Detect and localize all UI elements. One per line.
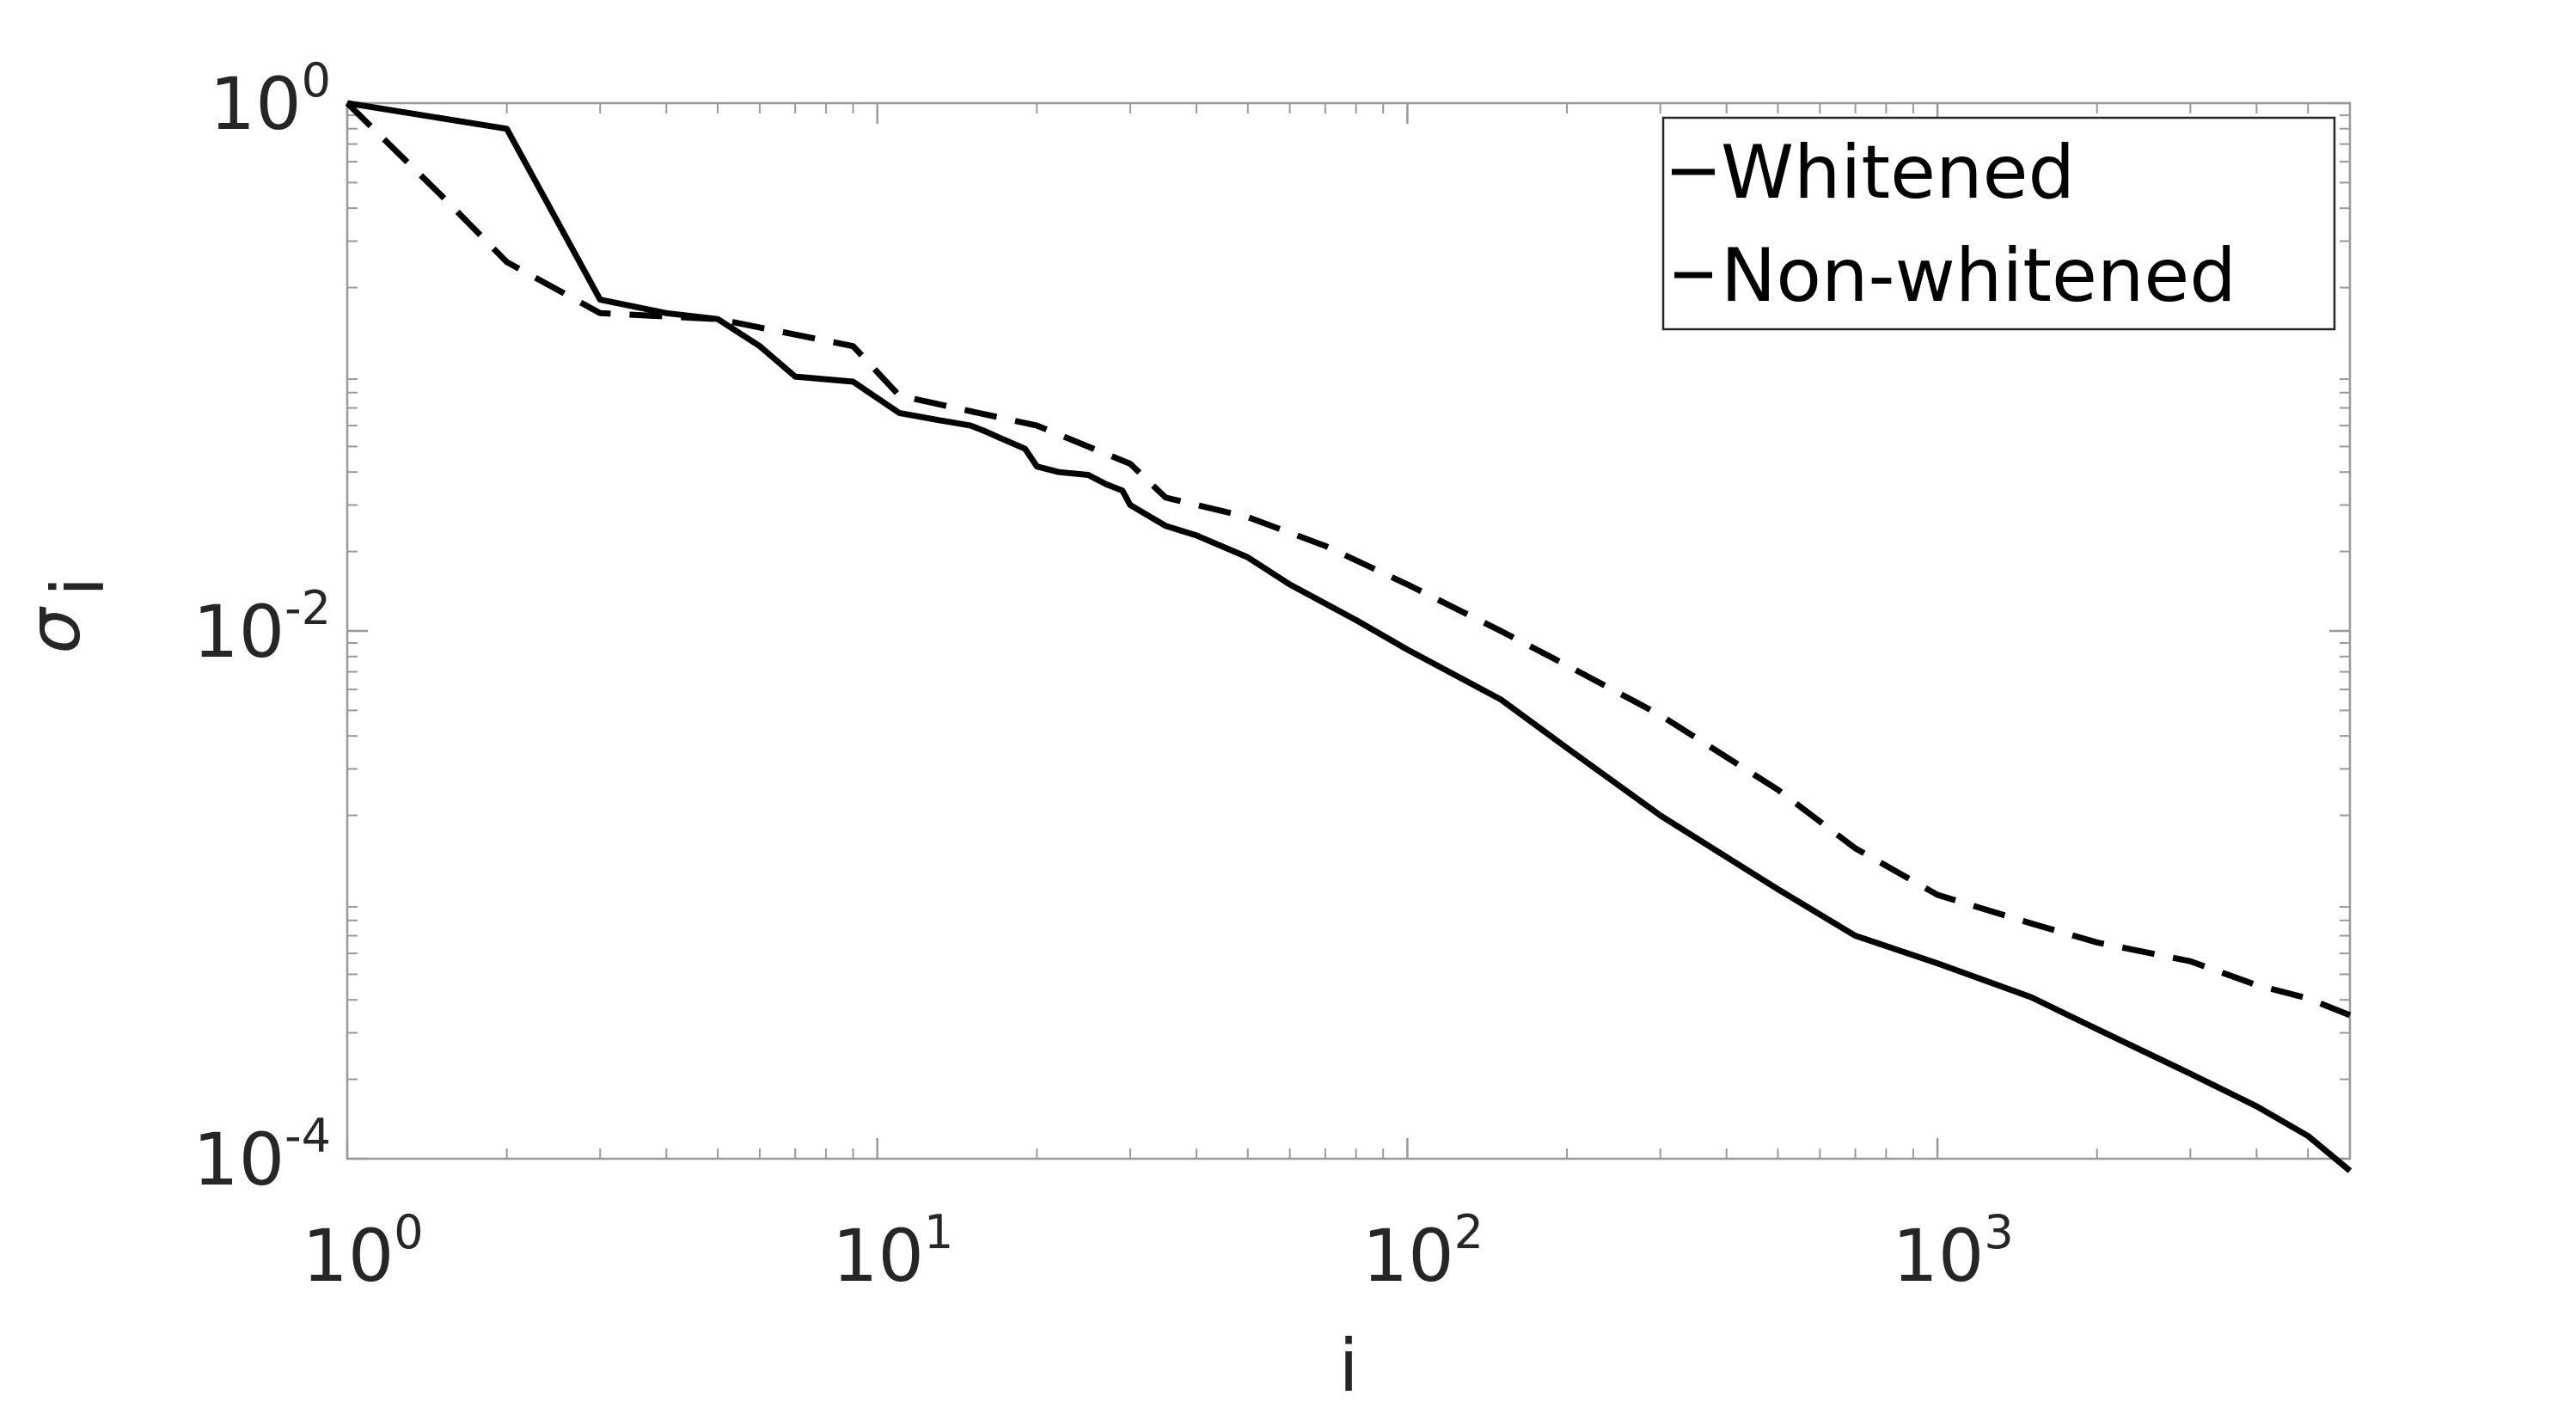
y-axis-title: σ i [12, 577, 120, 654]
series-line-non-whitened [345, 101, 2352, 1019]
y-axis-title-symbol: σ [12, 606, 96, 654]
y-tick-label: 10-4 [193, 1109, 331, 1202]
series-layer [345, 100, 2353, 1173]
legend: Whitened Non-whitened [1661, 116, 2336, 331]
legend-label-non-whitened: Non-whitened [1721, 233, 2236, 319]
y-axis-title-subscript: i [36, 577, 120, 597]
x-tick-labels: 100 101 102 103 [302, 1205, 2013, 1298]
series-line-whitened [346, 100, 2353, 1173]
x-tick-label: 100 [302, 1205, 423, 1298]
y-tick-labels: 100 10-2 10-4 [193, 53, 331, 1202]
y-tick-label: 10-2 [193, 581, 331, 674]
plot-area [345, 100, 2353, 1173]
x-tick-label: 101 [832, 1205, 953, 1298]
legend-label-whitened: Whitened [1721, 130, 2075, 216]
legend-box [1661, 116, 2336, 331]
x-tick-label: 103 [1892, 1205, 2013, 1298]
y-tick-label: 100 [210, 53, 331, 146]
minor-ticks [347, 103, 2351, 1159]
x-tick-label: 102 [1362, 1205, 1484, 1298]
x-axis-title: i [1338, 1324, 1358, 1402]
